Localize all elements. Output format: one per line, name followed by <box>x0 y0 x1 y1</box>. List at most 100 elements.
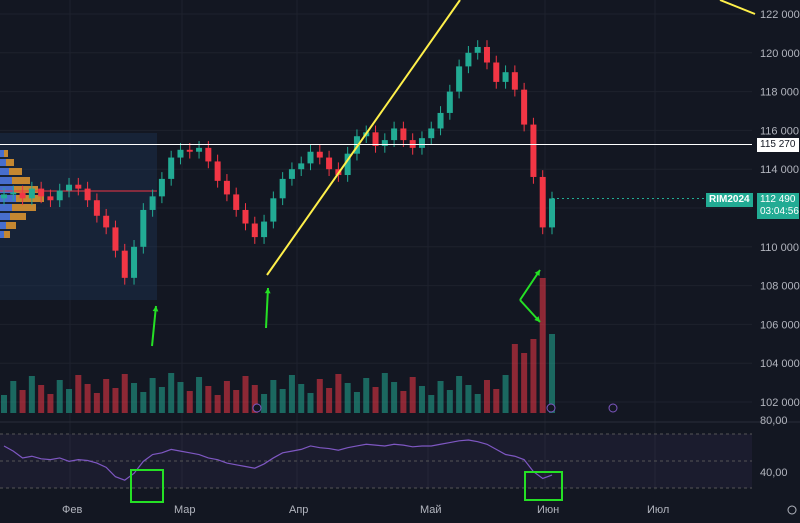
candle-body <box>75 184 82 189</box>
volume-bar <box>400 391 407 413</box>
volume-bar <box>298 384 305 413</box>
volume-bar <box>251 385 258 413</box>
volume-bar <box>316 379 323 413</box>
volume-profile-bar-poc <box>0 195 16 202</box>
y-tick-label: 122 000 <box>760 9 800 21</box>
candle-body <box>242 209 249 224</box>
volume-profile-bar <box>0 159 14 166</box>
volume-bar <box>158 387 165 413</box>
volume-bar <box>288 375 295 413</box>
volume-profile-bar-poc <box>0 222 6 229</box>
volume-profile-bar <box>0 204 36 211</box>
volume-bar <box>502 375 509 413</box>
x-tick-label: Июн <box>537 504 559 516</box>
candle-body <box>112 227 119 251</box>
settings-icon[interactable] <box>787 505 797 515</box>
y-tick-label: 104 000 <box>760 358 800 370</box>
volume-bar <box>223 381 230 413</box>
trend-line <box>266 0 461 276</box>
volume-bar <box>103 379 110 413</box>
candle-body <box>93 200 100 216</box>
y-tick-label: 102 000 <box>760 397 800 409</box>
candle-body <box>307 151 314 164</box>
volume-profile-bar-poc <box>0 159 6 166</box>
candle-body <box>511 72 518 90</box>
candle-body <box>474 46 481 53</box>
candle-body <box>521 89 528 125</box>
volume-bar <box>493 389 500 413</box>
candle-body <box>103 215 110 228</box>
annotation-arrowhead <box>534 270 540 276</box>
candle-body <box>1 194 7 199</box>
rsi-band <box>0 434 752 488</box>
volume-bar <box>437 381 444 413</box>
volume-bar <box>214 395 221 413</box>
candle-body <box>177 149 184 158</box>
candle-body <box>186 149 193 152</box>
last-price-tag: 112 490 03:04:56 <box>757 193 799 219</box>
candle-body <box>149 196 156 210</box>
volume-bar <box>56 380 63 413</box>
y-tick-label: 120 000 <box>760 48 800 60</box>
candle-body <box>140 209 147 247</box>
candle-body <box>47 196 54 201</box>
candle-body <box>465 52 472 67</box>
candle-body <box>223 180 230 195</box>
volume-bar <box>465 385 472 413</box>
volume-bar <box>530 339 537 413</box>
volume-bar <box>205 386 212 413</box>
event-marker <box>252 403 262 413</box>
volume-profile-bar <box>0 213 26 220</box>
volume-bar <box>307 393 314 413</box>
volume-bar <box>93 393 100 413</box>
volume-bar <box>112 388 119 413</box>
volume-bar <box>539 278 546 413</box>
volume-bar <box>261 394 268 413</box>
candle-body <box>251 223 258 238</box>
volume-bar <box>196 377 203 413</box>
rsi-tick-label: 80,00 <box>760 415 788 427</box>
volume-bar <box>149 378 156 413</box>
y-tick-label: 110 000 <box>760 242 799 254</box>
candle-body <box>19 192 26 199</box>
volume-profile-bar <box>0 222 16 229</box>
volume-bar <box>474 394 481 413</box>
y-tick-label: 118 000 <box>760 87 799 99</box>
rsi-highlight-box <box>524 471 563 501</box>
candle-body <box>205 147 212 162</box>
x-tick-label: Май <box>420 504 442 516</box>
candle-body <box>326 157 333 170</box>
rsi-line <box>3 439 553 481</box>
annotation-arrowhead <box>534 316 540 322</box>
volume-bar <box>19 390 26 413</box>
last-price-label: 112 490 <box>760 194 796 205</box>
volume-profile-bar-poc <box>0 186 14 193</box>
candle-body <box>158 178 165 197</box>
volume-bar <box>47 394 54 413</box>
volume-bar <box>66 389 73 413</box>
volume-bar <box>75 375 82 413</box>
trend-line-2 <box>719 0 756 15</box>
candle-body <box>549 198 555 228</box>
candle-body <box>288 169 295 179</box>
symbol-tag: RIM2024 <box>706 193 753 207</box>
y-tick-label: 114 000 <box>760 164 799 176</box>
candle-body <box>372 132 379 146</box>
volume-bar <box>418 386 425 413</box>
volume-bar <box>10 381 17 413</box>
candle-body <box>437 112 444 129</box>
event-marker <box>546 403 556 413</box>
volume-bar <box>242 376 249 413</box>
volume-bar <box>353 392 360 413</box>
volume-profile-bar-poc <box>0 177 12 184</box>
volume-bar <box>84 384 91 413</box>
volume-bar <box>409 377 416 413</box>
volume-bar <box>456 376 463 413</box>
candle-body <box>10 192 17 195</box>
volume-bar <box>549 334 555 413</box>
volume-bar <box>511 344 518 413</box>
candle-body <box>131 246 138 278</box>
volume-profile-bar-poc <box>0 204 12 211</box>
